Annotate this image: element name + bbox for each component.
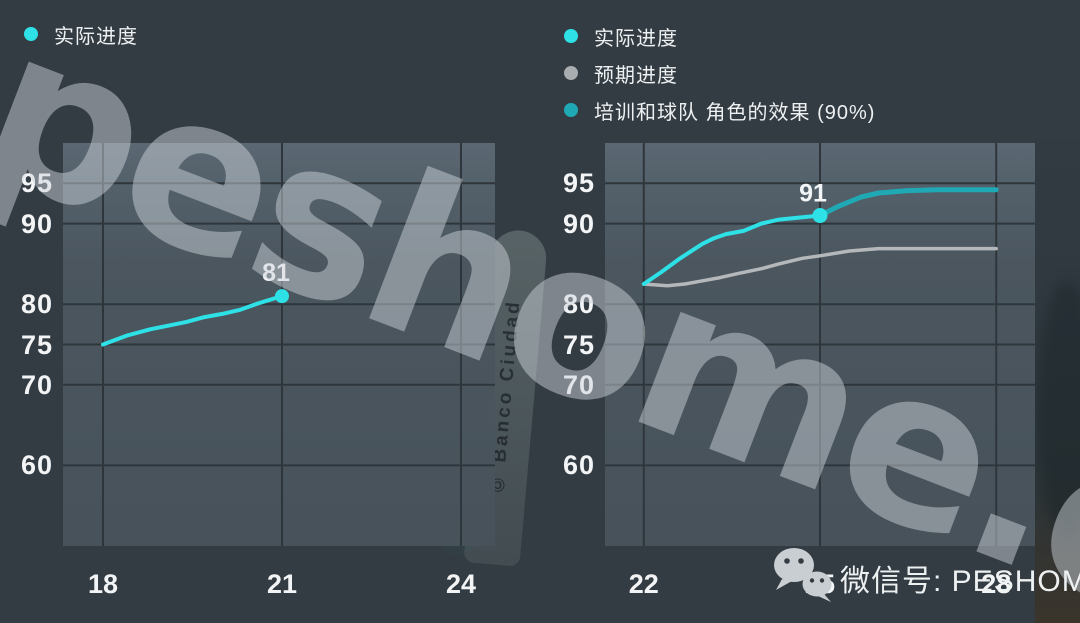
series-line [641, 213, 822, 286]
y-axis-tick-label: 60 [20, 450, 53, 481]
data-point-marker [274, 289, 289, 304]
legend-dot-icon [564, 29, 578, 43]
player-silhouette [1037, 280, 1080, 540]
data-point-marker [812, 208, 828, 224]
y-axis-tick-label: 80 [20, 289, 53, 320]
legend-item: 实际进度 [24, 20, 138, 48]
left-chart-legend: 实际进度 [24, 20, 138, 48]
series-line [817, 187, 999, 218]
chart-plot: 91 [605, 143, 1035, 546]
right-chart-legend: 实际进度预期进度培训和球队 角色的效果 (90%) [564, 22, 875, 124]
y-axis-tick-label: 95 [20, 168, 53, 199]
banco-ciudad-watermark: © Banco Ciudad [486, 298, 525, 496]
x-axis-tick-label: 18 [87, 569, 118, 599]
legend-label: 预期进度 [594, 64, 678, 87]
x-axis-tick-label: 21 [266, 569, 297, 599]
legend-dot-icon [564, 66, 578, 80]
legend-item: 实际进度 [564, 22, 875, 50]
point-value-label: 81 [262, 259, 290, 287]
legend-dot-icon [24, 27, 38, 41]
x-axis-tick-label: 24 [445, 569, 476, 599]
background-photo-strip [1035, 140, 1080, 623]
point-value-label: 91 [799, 180, 827, 208]
y-axis-tick-label: 95 [562, 168, 595, 199]
chart-plot: 81 [63, 143, 495, 546]
wechat-banner: 微信号: PESHOME [772, 546, 1080, 604]
x-axis-tick-label: 22 [628, 569, 659, 599]
y-axis-tick-label: 70 [20, 369, 53, 400]
legend-dot-icon [564, 103, 578, 117]
y-axis-tick-label: 75 [562, 329, 595, 360]
chart-panel [605, 143, 1035, 546]
series-line [642, 246, 998, 288]
series-line [101, 294, 284, 347]
wechat-id-label: 微信号: PESHOME [840, 565, 1080, 598]
y-axis-tick-label: 90 [562, 208, 595, 239]
y-axis-tick-label: 70 [562, 369, 595, 400]
chart-panel [63, 143, 495, 546]
wechat-icon [774, 548, 832, 602]
legend-label: 培训和球队 角色的效果 (90%) [594, 101, 876, 124]
y-axis-tick-label: 75 [20, 329, 53, 360]
legend-label: 实际进度 [54, 25, 138, 48]
y-axis-tick-label: 90 [20, 208, 53, 239]
legend-label: 实际进度 [594, 27, 678, 50]
legend-item: 预期进度 [564, 59, 875, 87]
legend-item: 培训和球队 角色的效果 (90%) [564, 96, 875, 124]
y-axis-tick-label: 60 [562, 450, 595, 481]
